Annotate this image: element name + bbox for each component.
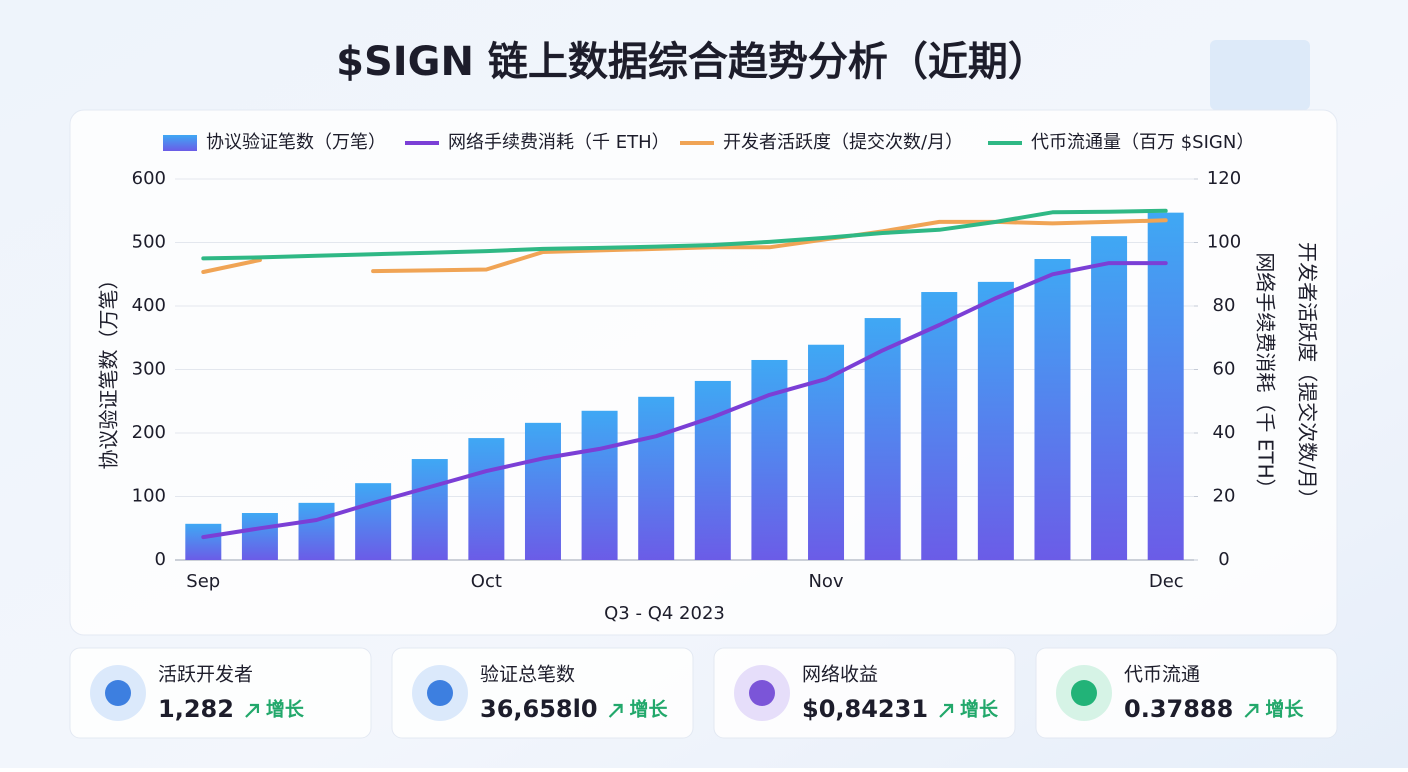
bar (241, 513, 278, 560)
kpi-value: 0.37888 (1124, 695, 1233, 723)
kpi-card (1035, 647, 1338, 739)
kpi-card (391, 647, 694, 739)
y2-tick-label: 60 (1213, 359, 1236, 380)
trend-arrow (939, 703, 954, 718)
kpi-label: 验证总笔数 (480, 664, 575, 686)
kpi-card (69, 647, 372, 739)
kpi-trend: 增长 (266, 698, 305, 721)
legend-label: 开发者活跃度（提交次数/月） (723, 132, 963, 153)
legend-label: 网络手续费消耗（千 ETH） (448, 132, 670, 153)
y2-tick-label: 100 (1207, 232, 1241, 253)
kpi-value: 36,658l0 (480, 695, 598, 723)
y-tick-label: 300 (132, 359, 166, 380)
kpi-row: 活跃开发者 1,282 增长 验证总笔数 36,658l0 增长 网络收益 $0,84231 增… (69, 647, 1338, 739)
line (201, 261, 1168, 540)
legend-swatch (163, 135, 197, 151)
kpi-trend: 增长 (960, 698, 999, 721)
bar (411, 459, 448, 560)
x-tick-label: Dec (1149, 571, 1184, 592)
bar (1147, 212, 1184, 560)
bar (1091, 236, 1128, 560)
y-axis-title: 协议验证笔数（万笔） (97, 270, 121, 470)
trend-arrow (608, 703, 623, 718)
bar (694, 380, 731, 560)
bar (468, 438, 505, 560)
x-axis-title: Q3 - Q4 2023 (604, 603, 725, 624)
bar (581, 410, 618, 560)
y-tick-label: 0 (155, 549, 166, 570)
page-title: $SIGN 链上数据综合趋势分析（近期） (336, 39, 1048, 85)
bar (977, 281, 1014, 560)
y2-tick-label: 20 (1213, 486, 1236, 507)
y2-tick-label: 40 (1213, 422, 1236, 443)
y-tick-label: 400 (132, 295, 166, 316)
kpi-value: $0,84231 (802, 695, 928, 723)
kpi-icon (105, 680, 131, 706)
kpi-icon (1071, 680, 1097, 706)
line (201, 218, 1168, 274)
y2-tick-label: 80 (1213, 295, 1236, 316)
y-tick-label: 100 (132, 486, 166, 507)
y-tick-label: 200 (132, 422, 166, 443)
y2-tick-label: 0 (1218, 549, 1229, 570)
y-tick-label: 600 (132, 168, 166, 189)
y-tick-label: 500 (132, 232, 166, 253)
y2-axis-title: 网络手续费消耗（千 ETH） (1254, 252, 1278, 498)
bar (298, 502, 335, 560)
kpi-trend: 增长 (630, 698, 669, 721)
x-tick-label: Nov (808, 571, 843, 592)
kpi-label: 网络收益 (802, 664, 878, 686)
bar (1034, 259, 1071, 560)
kpi-trend: 增长 (1265, 698, 1304, 721)
kpi-label: 代币流通 (1124, 664, 1200, 686)
bar (355, 483, 392, 560)
trend-arrow (245, 703, 260, 718)
x-tick-label: Sep (186, 571, 220, 592)
y2-axis-title: 开发者活跃度（提交次数/月） (1296, 242, 1320, 509)
bar (524, 422, 561, 560)
bar (185, 523, 222, 560)
line (201, 208, 1168, 261)
x-tick-label: Oct (471, 571, 502, 592)
kpi-label: 活跃开发者 (158, 664, 253, 686)
legend-label: 协议验证笔数（万笔） (206, 132, 386, 153)
y2-tick-label: 120 (1207, 168, 1241, 189)
kpi-icon (749, 680, 775, 706)
bar (864, 318, 901, 560)
bar (921, 292, 958, 560)
kpi-icon (427, 680, 453, 706)
kpi-value: 1,282 (158, 695, 234, 723)
legend-label: 代币流通量（百万 $SIGN） (1031, 132, 1254, 153)
bar (638, 396, 675, 560)
trend-arrow (1244, 703, 1259, 718)
chart: 0 100 200 300 400 500 600 0 20 40 60 80 100 120 协议验证笔数… (97, 132, 1320, 624)
decor (1210, 40, 1310, 110)
kpi-card (713, 647, 1016, 739)
